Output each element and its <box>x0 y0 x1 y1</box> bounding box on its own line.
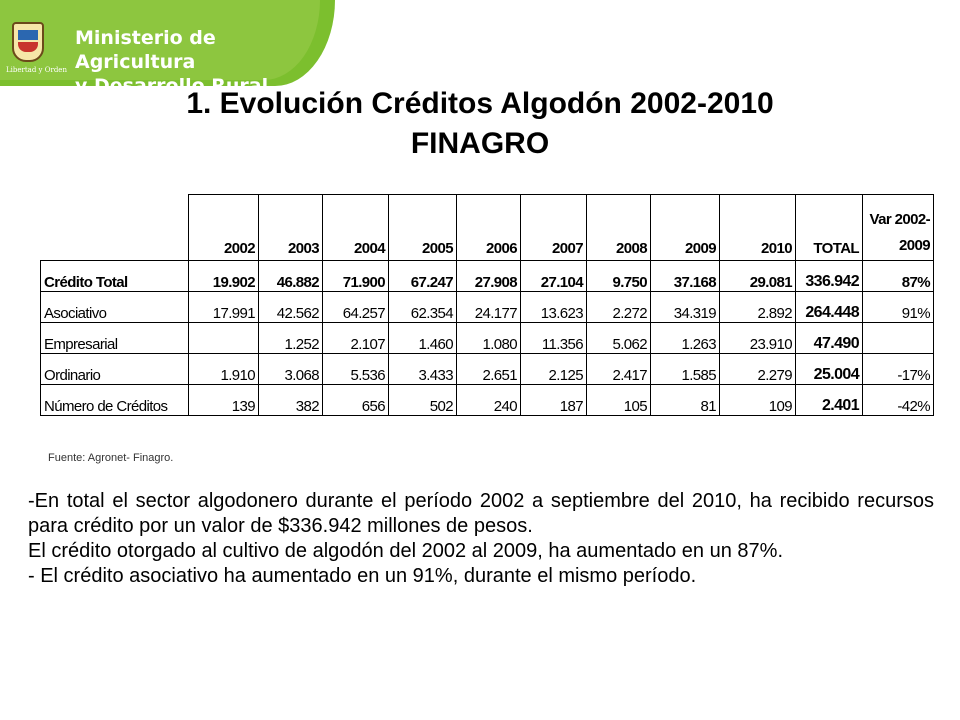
ministry-name-line2: y Desarrollo Rural <box>75 75 269 86</box>
page-title-line2: FINAGRO <box>410 127 550 160</box>
table-cell: 1.910 <box>188 353 259 385</box>
table-cell: 17.991 <box>188 291 259 323</box>
variation-header-line2: 2009 <box>899 237 931 254</box>
table-cell: 382 <box>258 384 323 416</box>
table-cell <box>188 322 259 354</box>
table-cell: 67.247 <box>388 260 457 292</box>
variation-header-line1: Var 2002- <box>869 211 931 228</box>
table-cell: 109 <box>719 384 796 416</box>
variation-cell: -42% <box>862 384 934 416</box>
variation-cell: 87% <box>862 260 934 292</box>
ministry-banner-inner <box>0 0 320 80</box>
column-header: 2007 <box>520 194 587 261</box>
table-cell: 1.460 <box>388 322 457 354</box>
column-header: 2004 <box>322 194 389 261</box>
table-row: Ordinario 1.910 3.068 5.536 3.433 2.651 2.125 2… <box>40 353 934 385</box>
ministry-banner: Libertad y Orden Ministerio de Agricultu… <box>0 0 335 86</box>
column-header: 2008 <box>586 194 651 261</box>
total-cell: 25.004 <box>795 353 863 385</box>
table-cell: 2.125 <box>520 353 587 385</box>
table-cell: 240 <box>456 384 521 416</box>
table-cell: 24.177 <box>456 291 521 323</box>
table-cell: 656 <box>322 384 389 416</box>
table-cell: 1.252 <box>258 322 323 354</box>
table-cell: 29.081 <box>719 260 796 292</box>
row-label: Empresarial <box>40 322 189 354</box>
row-label: Asociativo <box>40 291 189 323</box>
table-cell: 502 <box>388 384 457 416</box>
column-header: 2006 <box>456 194 521 261</box>
table-cell: 23.910 <box>719 322 796 354</box>
table-cell: 13.623 <box>520 291 587 323</box>
credits-table-container: 2002 2003 2004 2005 2006 2007 2008 2009 … <box>40 194 934 416</box>
table-cell: 81 <box>650 384 720 416</box>
total-cell: 336.942 <box>795 260 863 292</box>
ministry-name-line1: Ministerio de Agricultura <box>75 27 216 73</box>
table-cell: 1.585 <box>650 353 720 385</box>
table-cell: 11.356 <box>520 322 587 354</box>
table-cell: 3.068 <box>258 353 323 385</box>
summary-text: -En total el sector algodonero durante e… <box>28 489 934 589</box>
total-cell: 47.490 <box>795 322 863 354</box>
table-cell: 34.319 <box>650 291 720 323</box>
total-cell: 2.401 <box>795 384 863 416</box>
table-cell: 5.062 <box>586 322 651 354</box>
table-cell: 1.080 <box>456 322 521 354</box>
column-header-total: TOTAL <box>795 194 863 261</box>
variation-cell: -17% <box>862 353 934 385</box>
table-cell: 1.263 <box>650 322 720 354</box>
table-header-row: 2002 2003 2004 2005 2006 2007 2008 2009 … <box>40 194 934 261</box>
table-row: Empresarial 1.252 2.107 1.460 1.080 11.356 5.0… <box>40 322 934 354</box>
column-header: 2003 <box>258 194 323 261</box>
table-row: Número de Créditos 139 382 656 502 240 187 105 8… <box>40 384 934 416</box>
table-cell: 64.257 <box>322 291 389 323</box>
table-row: Asociativo 17.991 42.562 64.257 62.354 24.177… <box>40 291 934 323</box>
row-label: Ordinario <box>40 353 189 385</box>
table-cell: 2.107 <box>322 322 389 354</box>
table-cell: 2.417 <box>586 353 651 385</box>
table-cell: 2.279 <box>719 353 796 385</box>
source-note: Fuente: Agronet- Finagro. <box>48 452 174 464</box>
page-title-line1: 1. Evolución Créditos Algodón 2002-2010 <box>186 87 774 120</box>
table-cell: 9.750 <box>586 260 651 292</box>
variation-cell: 91% <box>862 291 934 323</box>
table-cell: 2.651 <box>456 353 521 385</box>
table-cell: 46.882 <box>258 260 323 292</box>
column-header: 2010 <box>719 194 796 261</box>
table-cell: 187 <box>520 384 587 416</box>
summary-paragraph: El crédito otorgado al cultivo de algodó… <box>28 540 783 562</box>
table-cell: 62.354 <box>388 291 457 323</box>
ministry-name: Ministerio de Agricultura y Desarrollo R… <box>75 26 335 86</box>
table-cell: 2.892 <box>719 291 796 323</box>
table-cell: 71.900 <box>322 260 389 292</box>
table-cell: 105 <box>586 384 651 416</box>
header-blank-cell <box>40 194 189 261</box>
table-cell: 3.433 <box>388 353 457 385</box>
summary-paragraph: -En total el sector algodonero durante e… <box>28 490 934 537</box>
credits-table: 2002 2003 2004 2005 2006 2007 2008 2009 … <box>40 194 934 416</box>
variation-cell <box>862 322 934 354</box>
column-header-variation: Var 2002- 2009 <box>862 194 934 261</box>
table-cell: 5.536 <box>322 353 389 385</box>
table-row: Crédito Total 19.902 46.882 71.900 67.247 27.… <box>40 260 934 292</box>
page-title: 1. Evolución Créditos Algodón 2002-2010 … <box>0 84 960 164</box>
row-label: Número de Créditos <box>40 384 189 416</box>
table-cell: 139 <box>188 384 259 416</box>
column-header: 2009 <box>650 194 720 261</box>
motto: Libertad y Orden <box>6 66 67 74</box>
summary-paragraph: - El crédito asociativo ha aumentado en … <box>28 565 697 587</box>
table-cell: 37.168 <box>650 260 720 292</box>
table-cell: 19.902 <box>188 260 259 292</box>
column-header: 2002 <box>188 194 259 261</box>
table-cell: 2.272 <box>586 291 651 323</box>
table-cell: 27.104 <box>520 260 587 292</box>
table-cell: 27.908 <box>456 260 521 292</box>
row-label: Crédito Total <box>40 260 189 292</box>
column-header: 2005 <box>388 194 457 261</box>
table-cell: 42.562 <box>258 291 323 323</box>
coat-of-arms-icon <box>12 22 44 62</box>
total-cell: 264.448 <box>795 291 863 323</box>
